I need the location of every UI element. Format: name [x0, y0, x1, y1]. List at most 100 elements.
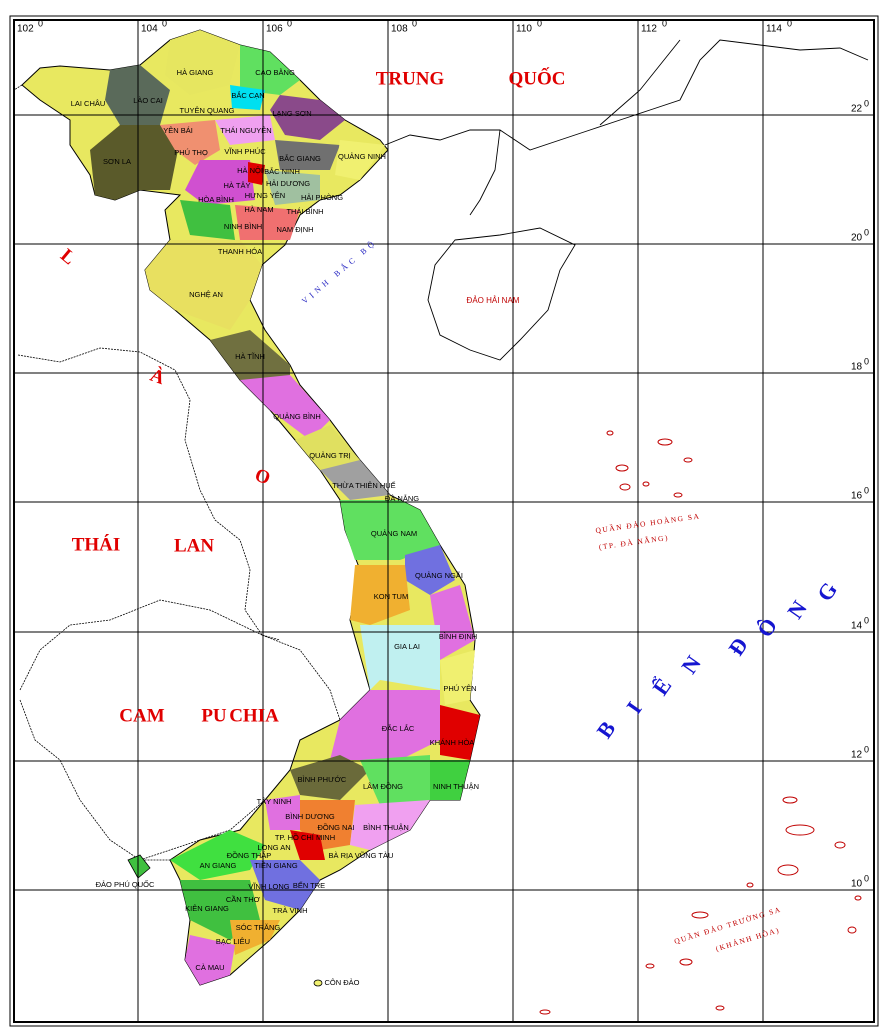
province-name: KIÊN GIANG: [185, 904, 229, 913]
province-name: GIA LAI: [394, 642, 420, 651]
province-name: THÁI NGUYÊN: [220, 126, 271, 135]
province-name: LÀO CAI: [133, 96, 163, 105]
longitude-label: 114: [766, 24, 782, 35]
province-name: BẮC CẠN: [231, 91, 264, 100]
province-name: VĨNH PHÚC: [224, 147, 266, 156]
region: [320, 460, 390, 500]
province-name: NGHỆ AN: [189, 290, 223, 299]
region: [430, 585, 475, 660]
province-name: BÌNH PHƯỚC: [298, 775, 347, 784]
degree-mark: 0: [864, 744, 869, 754]
province-name: KON TUM: [374, 592, 408, 601]
degree-mark: 0: [864, 227, 869, 237]
country-name: TRUNG: [376, 68, 445, 89]
province-name: LAI CHÂU: [71, 99, 106, 108]
region: [330, 690, 440, 760]
region: [265, 795, 300, 830]
sea-letter: G: [812, 577, 842, 605]
region: [250, 860, 320, 910]
longitude-label: 110: [516, 24, 532, 35]
province-name: HÒA BÌNH: [198, 195, 234, 204]
gulf-name: VỊNH BẮC BỘ: [299, 237, 379, 306]
province-name: HƯNG YÊN: [245, 191, 285, 200]
frame: [13, 19, 875, 1023]
island: [127, 854, 151, 879]
degree-mark: 0: [864, 485, 869, 495]
region: [440, 650, 475, 705]
region: [165, 30, 240, 95]
province-name: BÀ RỊA VŨNG TÀU: [329, 851, 394, 860]
degree-mark: 0: [787, 18, 792, 28]
region: [185, 935, 235, 985]
country-name: CAM: [119, 705, 164, 726]
province-name: THANH HÓA: [218, 247, 262, 256]
region: [230, 85, 265, 110]
province-name: TUYÊN QUANG: [179, 106, 234, 115]
latitude-label: 16: [851, 491, 863, 502]
province-name: CÀ MAU: [195, 963, 224, 972]
sea-letter: Ể: [648, 673, 677, 699]
province-name: LONG AN: [257, 843, 290, 852]
country-name: THÁI: [72, 533, 121, 555]
province-name: BẮC GIANG: [279, 154, 321, 163]
hainan-outline: [427, 227, 576, 361]
province-name: TP. HỒ CHÍ MINH: [275, 832, 335, 842]
region: [210, 330, 290, 380]
province-name: ĐỒNG THÁP: [227, 850, 271, 860]
longitude-label: 112: [641, 24, 657, 35]
region: [360, 755, 430, 805]
province-name: BÌNH ĐỊNH: [439, 632, 477, 641]
province-name: AN GIANG: [200, 861, 237, 870]
province-name: QUẢNG NGÃI: [415, 571, 463, 580]
province-name: TIỀN GIANG: [254, 860, 298, 870]
latitude-label: 14: [851, 621, 863, 632]
outer-frame: [9, 15, 879, 1027]
region: [170, 830, 265, 880]
province-name: VĨNH LONG: [248, 882, 289, 891]
country-name: CHIA: [229, 705, 279, 726]
latitude-label: 18: [851, 362, 863, 373]
longitude-label: 102: [17, 24, 34, 35]
degree-mark: 0: [537, 18, 542, 28]
province-name: THỪA THIÊN HUẾ: [332, 480, 395, 490]
region: [405, 545, 455, 595]
province-name: SƠN LA: [103, 157, 131, 166]
province-name: NINH BÌNH: [224, 222, 262, 231]
region: [440, 705, 480, 760]
archipelago-name: QUẦN ĐẢO TRƯỜNG SA: [673, 904, 783, 946]
province-name: HÀ TĨNH: [235, 352, 265, 361]
province-name: LÂM ĐỒNG: [363, 781, 403, 791]
longitude-label: 108: [391, 24, 408, 35]
sea-letter: N: [782, 596, 812, 623]
country-letter: O: [252, 465, 273, 490]
province-name: ĐỒNG NAI: [317, 822, 354, 832]
province-name: NINH THUẬN: [433, 782, 479, 791]
degree-mark: 0: [864, 98, 869, 108]
region: [350, 565, 410, 625]
region: [248, 162, 265, 185]
region: [270, 95, 345, 140]
region: [290, 755, 370, 800]
degree-mark: 0: [662, 18, 667, 28]
province-name: TÂY NINH: [257, 797, 292, 806]
degree-mark: 0: [864, 615, 869, 625]
region: [350, 800, 430, 850]
region: [265, 170, 320, 205]
province-name: HẢI PHÒNG: [301, 193, 343, 202]
country-letter: À: [147, 364, 168, 389]
province-name: BẠC LIÊU: [216, 937, 250, 946]
region: [360, 625, 440, 690]
longitude-label: 106: [266, 24, 283, 35]
border: [13, 84, 341, 861]
region: [240, 375, 330, 440]
province-name: LẠNG SƠN: [272, 109, 311, 118]
province-name: YÊN BÁI: [163, 126, 193, 135]
longitude-label: 104: [141, 24, 158, 35]
country-name: PU: [201, 705, 227, 726]
province-name: CAO BẰNG: [255, 68, 295, 77]
province-name: BẮC NINH: [264, 167, 300, 176]
region: [185, 160, 255, 205]
province-name: KHÁNH HÒA: [430, 738, 475, 747]
latitude-label: 22: [851, 104, 863, 115]
